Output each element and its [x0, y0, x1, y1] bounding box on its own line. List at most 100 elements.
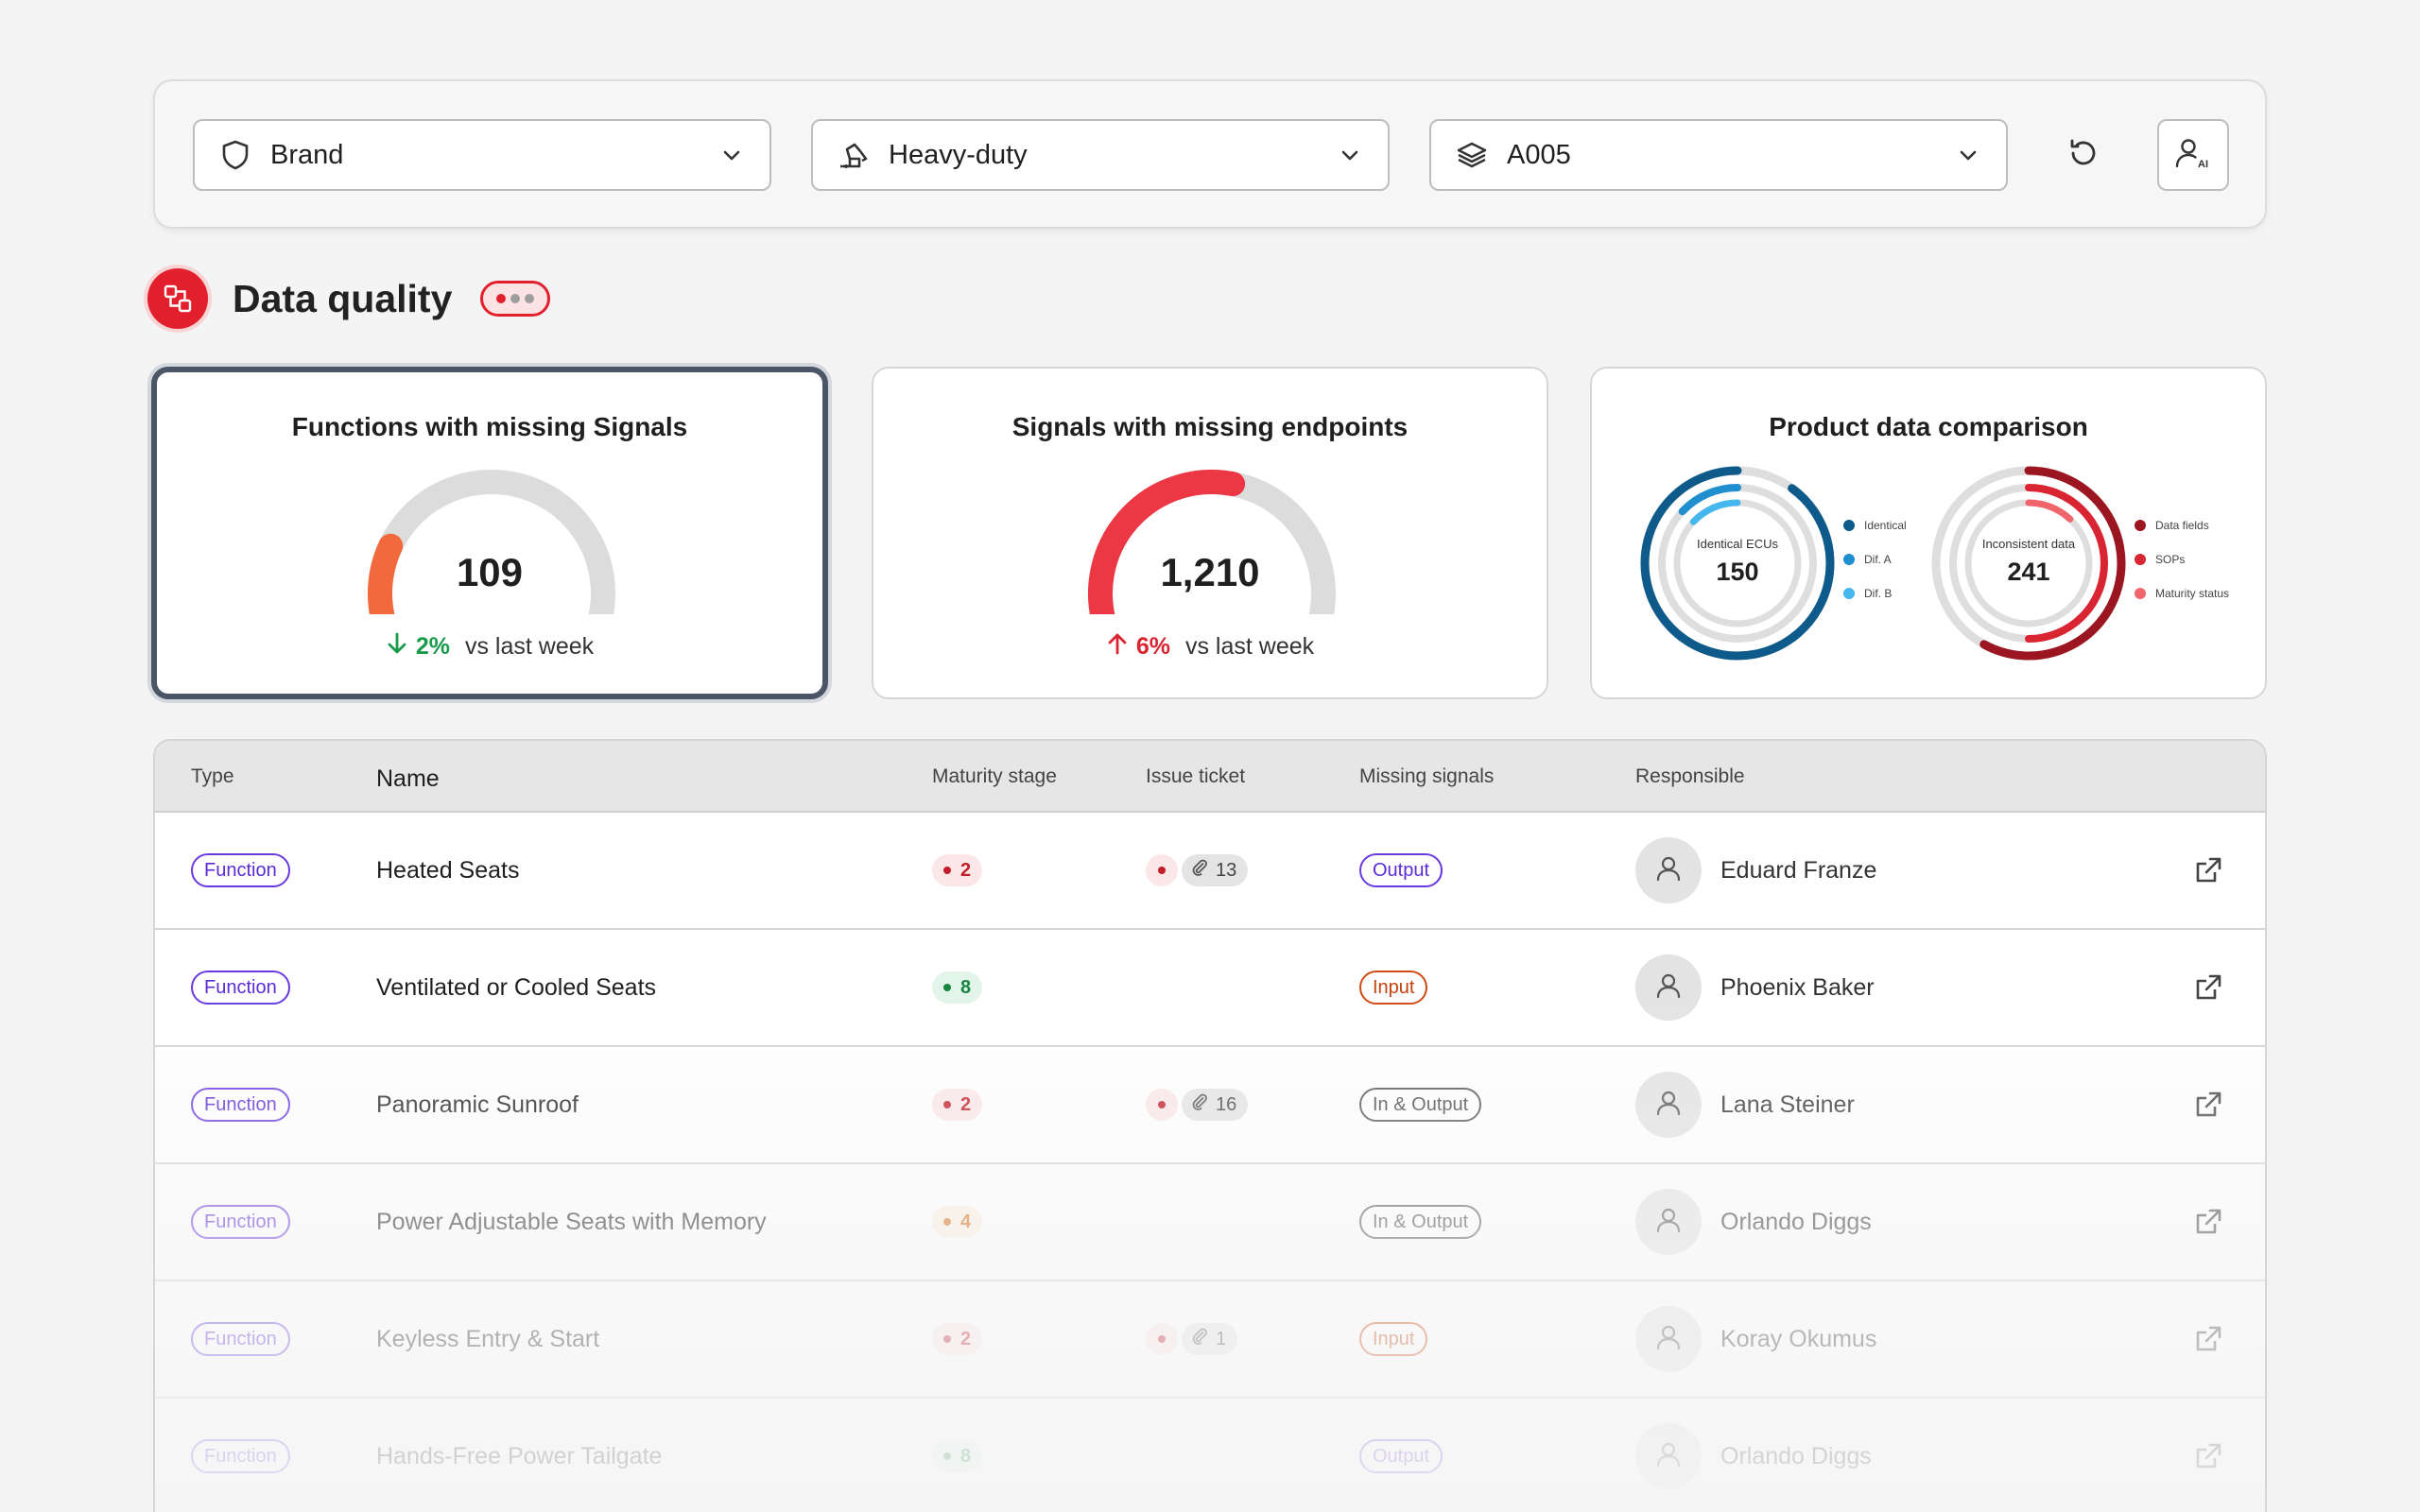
person-icon	[1652, 852, 1685, 889]
donut-chart	[1931, 466, 2126, 661]
donut-legend: Identical Dif. A Dif. B	[1843, 508, 1907, 610]
responsible-name: Lana Steiner	[1720, 1091, 1855, 1118]
responsible-name: Phoenix Baker	[1720, 973, 1875, 1001]
excavator-icon	[838, 139, 870, 171]
issue-ticket[interactable]: 13	[1146, 854, 1249, 886]
kpi-card-missing-endpoints[interactable]: Signals with missing endpoints 1,210 6% …	[872, 367, 1548, 699]
issue-ticket[interactable]: 16	[1146, 1089, 1249, 1121]
paperclip-icon	[1191, 859, 1208, 882]
legend-item: Maturity status	[2135, 576, 2229, 610]
maturity-value: 4	[960, 1211, 972, 1232]
avatar[interactable]	[1635, 1072, 1702, 1138]
issue-count-badge: 1	[1182, 1323, 1238, 1355]
column-header-name[interactable]: Name	[376, 765, 440, 792]
open-external-icon[interactable]	[2189, 1437, 2227, 1475]
maturity-badge: 8	[932, 1440, 983, 1472]
responsible-name: Orlando Diggs	[1720, 1442, 1872, 1469]
legend-item: Dif. A	[1843, 542, 1907, 576]
avatar[interactable]	[1635, 954, 1702, 1021]
function-name: Keyless Entry & Start	[376, 1325, 600, 1352]
ai-badge: AI	[2198, 159, 2208, 170]
legend-label: Maturity status	[2155, 587, 2230, 600]
open-external-icon[interactable]	[2189, 1086, 2227, 1124]
maturity-badge: 8	[932, 971, 983, 1004]
section-more-button[interactable]	[480, 281, 551, 317]
function-name: Panoramic Sunroof	[376, 1091, 579, 1118]
donut-inconsistent-data: Inconsistent data 241 Data fields SOPs M…	[1925, 459, 2237, 667]
missing-signals-tag: Input	[1359, 971, 1428, 1005]
chevron-down-icon	[1337, 142, 1363, 168]
person-icon	[1652, 1087, 1685, 1124]
column-header-responsible[interactable]: Responsible	[1635, 765, 1745, 787]
reset-icon	[2066, 136, 2100, 175]
donut-label: Inconsistent data	[1981, 537, 2076, 551]
maturity-value: 8	[960, 1445, 972, 1467]
avatar[interactable]	[1635, 1189, 1702, 1255]
donut-legend: Data fields SOPs Maturity status	[2135, 508, 2229, 610]
table-row[interactable]: Function Hands-Free Power Tailgate 8 Output…	[155, 1399, 2265, 1512]
column-header-type[interactable]: Type	[191, 765, 234, 787]
gauge-chart	[368, 470, 615, 614]
card-title: Signals with missing endpoints	[1011, 412, 1409, 441]
table-row[interactable]: Function Keyless Entry & Start 2 1 Input Kora…	[155, 1281, 2265, 1399]
table-row[interactable]: Function Ventilated or Cooled Seats 8 Input…	[155, 930, 2265, 1047]
missing-signals-tag: In & Output	[1359, 1205, 1482, 1239]
reset-button[interactable]	[2055, 127, 2112, 183]
issue-ticket[interactable]: 1	[1146, 1323, 1238, 1355]
legend-dot	[1843, 588, 1855, 599]
maturity-value: 2	[960, 859, 972, 881]
kpi-card-product-data-comparison[interactable]: Product data comparison Identical ECUs 1…	[1590, 367, 2267, 699]
type-tag: Function	[191, 1088, 290, 1122]
chevron-down-icon	[718, 142, 745, 168]
kpi-card-missing-signals[interactable]: Functions with missing Signals 109 2% vs…	[151, 367, 828, 699]
page-title: Data quality	[233, 276, 453, 320]
ai-assistant-button[interactable]: AI	[2157, 119, 2229, 191]
donut-value: 150	[1716, 558, 1759, 586]
variant-select[interactable]: A005	[1429, 119, 2008, 191]
legend-item: Identical	[1843, 508, 1907, 542]
type-tag: Function	[191, 971, 290, 1005]
person-icon	[1652, 1321, 1685, 1358]
card-title: Product data comparison	[1769, 412, 2088, 441]
filter-bar: Brand Heavy-duty A005 AI	[153, 79, 2267, 229]
paperclip-icon	[1191, 1093, 1208, 1116]
more-dot	[496, 294, 507, 303]
table-row[interactable]: Function Panoramic Sunroof 2 16 In & Output L…	[155, 1047, 2265, 1164]
arrow-up-icon	[1106, 631, 1129, 662]
issue-status-dot	[1146, 1323, 1178, 1355]
data-quality-icon	[147, 268, 208, 329]
open-external-icon[interactable]	[2189, 1203, 2227, 1241]
type-tag: Function	[191, 1205, 290, 1239]
maturity-badge: 4	[932, 1206, 983, 1238]
brand-select[interactable]: Brand	[193, 119, 771, 191]
legend-label: Dif. A	[1864, 553, 1892, 566]
legend-dot	[1843, 554, 1855, 565]
open-external-icon[interactable]	[2189, 1320, 2227, 1358]
legend-dot	[2135, 554, 2146, 565]
legend-item: SOPs	[2135, 542, 2229, 576]
gauge-fill	[368, 533, 404, 614]
column-header-missing[interactable]: Missing signals	[1359, 765, 1495, 787]
table-row[interactable]: Function Heated Seats 2 13 Output Eduard Fran…	[155, 813, 2265, 930]
donut-identical-ecus: Identical ECUs 150 Identical Dif. A Dif.…	[1634, 459, 1945, 667]
avatar[interactable]	[1635, 1423, 1702, 1489]
column-header-issue[interactable]: Issue ticket	[1146, 765, 1246, 787]
avatar[interactable]	[1635, 837, 1702, 903]
missing-signals-tag: Input	[1359, 1322, 1428, 1356]
donut-arc	[1640, 466, 1835, 661]
open-external-icon[interactable]	[2189, 969, 2227, 1006]
open-external-icon[interactable]	[2189, 851, 2227, 889]
table-row[interactable]: Function Power Adjustable Seats with Memo…	[155, 1164, 2265, 1281]
legend-dot	[1843, 520, 1855, 531]
trend-label: vs last week	[464, 633, 595, 660]
legend-label: Data fields	[2155, 519, 2209, 532]
donut-arc	[1689, 499, 1741, 525]
trend-indicator: 6% vs last week	[873, 631, 1547, 662]
gauge-chart	[1088, 470, 1336, 614]
column-header-maturity[interactable]: Maturity stage	[932, 765, 1057, 787]
legend-label: Identical	[1864, 519, 1907, 532]
maturity-badge: 2	[932, 1323, 983, 1355]
person-icon	[1652, 1204, 1685, 1241]
avatar[interactable]	[1635, 1306, 1702, 1372]
segment-select[interactable]: Heavy-duty	[811, 119, 1390, 191]
